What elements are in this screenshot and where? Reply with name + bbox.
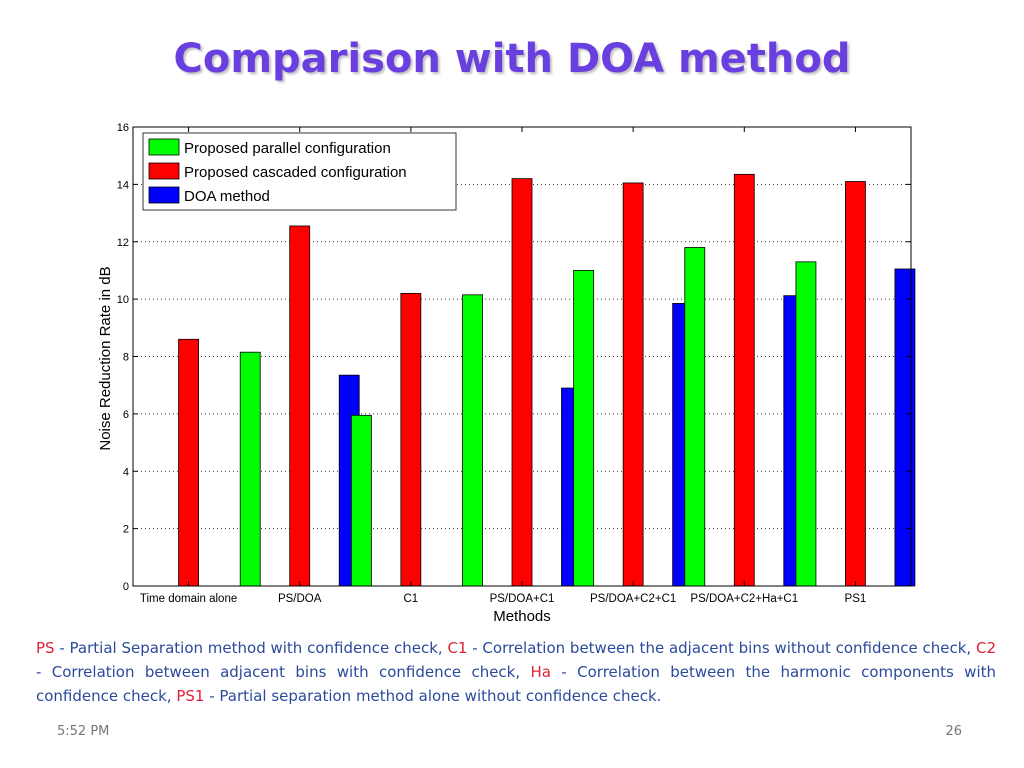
bar [845, 181, 866, 587]
bar [462, 294, 483, 587]
bar [684, 247, 706, 587]
x-tick-label: PS/DOA+C2+Ha+C1 [690, 593, 798, 605]
abbr-ha: Ha [530, 663, 551, 681]
abbr-ps: PS [36, 639, 55, 657]
x-tick-label: PS/DOA+C1 [490, 593, 555, 605]
bar [239, 351, 261, 587]
footer-time: 5:52 PM [57, 724, 110, 739]
y-axis-label: Noise Reduction Rate in dB [97, 266, 114, 450]
bar [894, 268, 916, 587]
bar [511, 178, 533, 587]
abbr-ps-desc: - Partial Separation method with confide… [54, 639, 448, 657]
legend-label: DOA method [184, 188, 270, 205]
y-tick-label: 4 [123, 466, 129, 478]
legend-box [142, 132, 457, 211]
abbr-c1-desc: - Correlation between the adjacent bins … [467, 639, 976, 657]
legend-swatch [148, 138, 180, 156]
legend-swatch [148, 186, 180, 204]
y-tick-label: 2 [123, 524, 129, 536]
legend-label: Proposed parallel configuration [184, 140, 391, 157]
legend-caption: PS - Partial Separation method with conf… [36, 636, 996, 708]
bar-chart: 0 2 4 6 8 10 12 14 16 Time domain alone PS/DOA C1 P… [97, 122, 916, 625]
y-axis-ticks: 0 2 4 6 8 10 12 14 16 [117, 122, 911, 593]
y-tick-label: 14 [117, 179, 129, 191]
y-tick-label: 12 [117, 237, 129, 249]
slide-title: Comparison with DOA method [173, 36, 851, 82]
page-number: 26 [945, 724, 962, 739]
y-tick-label: 8 [123, 352, 129, 364]
bar [350, 414, 372, 587]
x-tick-label: C1 [404, 593, 419, 605]
abbr-c1: C1 [447, 639, 468, 657]
legend-swatch [148, 162, 180, 180]
bar [178, 338, 199, 587]
bars [178, 173, 916, 587]
bar [622, 182, 644, 587]
x-axis-label: Methods [493, 608, 551, 625]
bar [795, 261, 817, 587]
y-tick-label: 10 [117, 294, 129, 306]
abbr-ps1: PS1 [176, 687, 205, 705]
abbr-ps1-desc: - Partial separation method alone withou… [204, 687, 662, 705]
legend-label: Proposed cascaded configuration [184, 164, 407, 181]
abbr-c2-desc: - Correlation between adjacent bins with… [36, 663, 531, 681]
abbr-ha-desc: - Correlation between the harmonic compo… [36, 663, 996, 705]
x-tick-label: PS/DOA [278, 593, 322, 605]
x-tick-label: Time domain alone [140, 593, 237, 605]
bar [400, 292, 422, 587]
abbr-c2: C2 [975, 639, 996, 657]
bar [733, 173, 755, 587]
bar [573, 270, 595, 587]
y-tick-label: 6 [123, 409, 129, 421]
bar [289, 225, 311, 587]
x-tick-label: PS1 [845, 593, 867, 605]
x-tick-label: PS/DOA+C2+C1 [590, 593, 676, 605]
x-axis-ticks: Time domain alone PS/DOA C1 PS/DOA+C1 PS/DOA… [140, 127, 866, 605]
y-tick-label: 0 [123, 581, 129, 593]
y-tick-label: 16 [117, 122, 129, 134]
legend: Proposed parallel configuration Proposed … [142, 132, 457, 211]
